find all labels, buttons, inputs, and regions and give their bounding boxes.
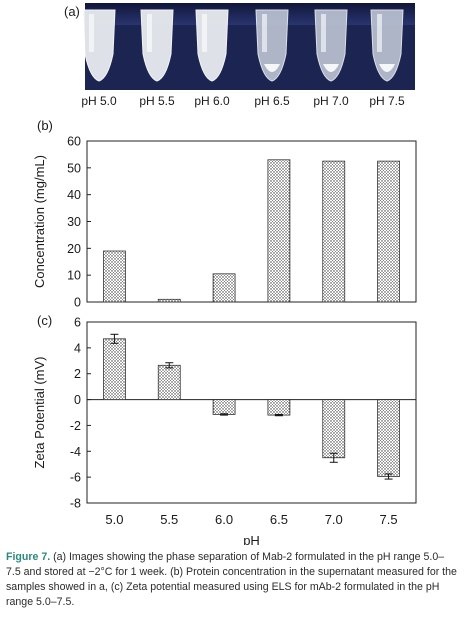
y-tick-label: 50	[67, 161, 81, 175]
y-tick-label: 0	[74, 393, 81, 407]
tube-ph-label: pH 5.5	[139, 94, 175, 108]
caption-figure-number: Figure 7.	[6, 551, 51, 563]
figure-caption: Figure 7. (a) Images showing the phase s…	[6, 550, 458, 610]
figure-7: (a) (b) 0 10 20 30 40 50 60 Concentration (mg/mL…	[32, 3, 417, 545]
bar	[322, 399, 346, 459]
y-tick-label: -8	[70, 497, 81, 511]
tube-ph-label: pH 7.0	[313, 94, 349, 108]
x-tick-label: 6.5	[270, 512, 288, 527]
bar	[212, 273, 236, 303]
tube-ph-label: pH 6.0	[194, 94, 230, 108]
y-tick-label: 0	[74, 296, 81, 310]
y-tick-label: 20	[67, 242, 81, 256]
sample-tube	[314, 9, 348, 82]
bar	[267, 399, 291, 416]
panel-a-label: (a)	[64, 4, 80, 19]
y-tick-label: 2	[74, 367, 81, 381]
panel-label: (c)	[37, 313, 52, 328]
bar	[157, 364, 181, 400]
x-tick-label: 7.0	[325, 512, 343, 527]
x-tick-label: 5.0	[105, 512, 123, 527]
bar	[103, 250, 126, 303]
tube-ph-label: pH 7.5	[369, 94, 405, 108]
bar	[322, 160, 346, 303]
bar	[377, 160, 400, 303]
sample-tube	[370, 9, 404, 82]
bar	[377, 399, 400, 477]
y-axis-label: Zeta Potential (mV)	[32, 357, 47, 469]
y-tick-label: 10	[67, 269, 81, 283]
tube-ph-label: pH 5.0	[81, 94, 117, 108]
tube-ph-label: pH 6.5	[254, 94, 290, 108]
bar	[267, 159, 291, 303]
sample-tube	[255, 9, 289, 82]
x-axis-label: pH	[243, 533, 260, 545]
y-tick-label: -2	[70, 419, 81, 433]
bar	[212, 399, 236, 415]
y-tick-label: 30	[67, 215, 81, 229]
bar	[157, 298, 181, 303]
panel-label: (b)	[37, 118, 53, 133]
sample-tube	[195, 9, 229, 82]
sample-tube	[140, 9, 174, 82]
x-tick-label: 5.5	[160, 512, 178, 527]
y-tick-label: 6	[74, 316, 81, 330]
y-tick-label: 40	[67, 188, 81, 202]
sample-tube	[82, 9, 116, 82]
bar	[103, 338, 126, 400]
y-tick-label: -4	[70, 445, 81, 459]
y-tick-label: 4	[74, 341, 81, 355]
x-tick-label: 7.5	[380, 512, 398, 527]
y-tick-label: -6	[70, 471, 81, 485]
plot-frame	[86, 321, 417, 504]
plot-frame	[86, 140, 417, 303]
y-tick-label: 60	[67, 135, 81, 149]
caption-text: (a) Images showing the phase separation …	[6, 551, 457, 608]
y-axis-label: Concentration (mg/mL)	[32, 155, 47, 288]
x-tick-label: 6.0	[215, 512, 233, 527]
